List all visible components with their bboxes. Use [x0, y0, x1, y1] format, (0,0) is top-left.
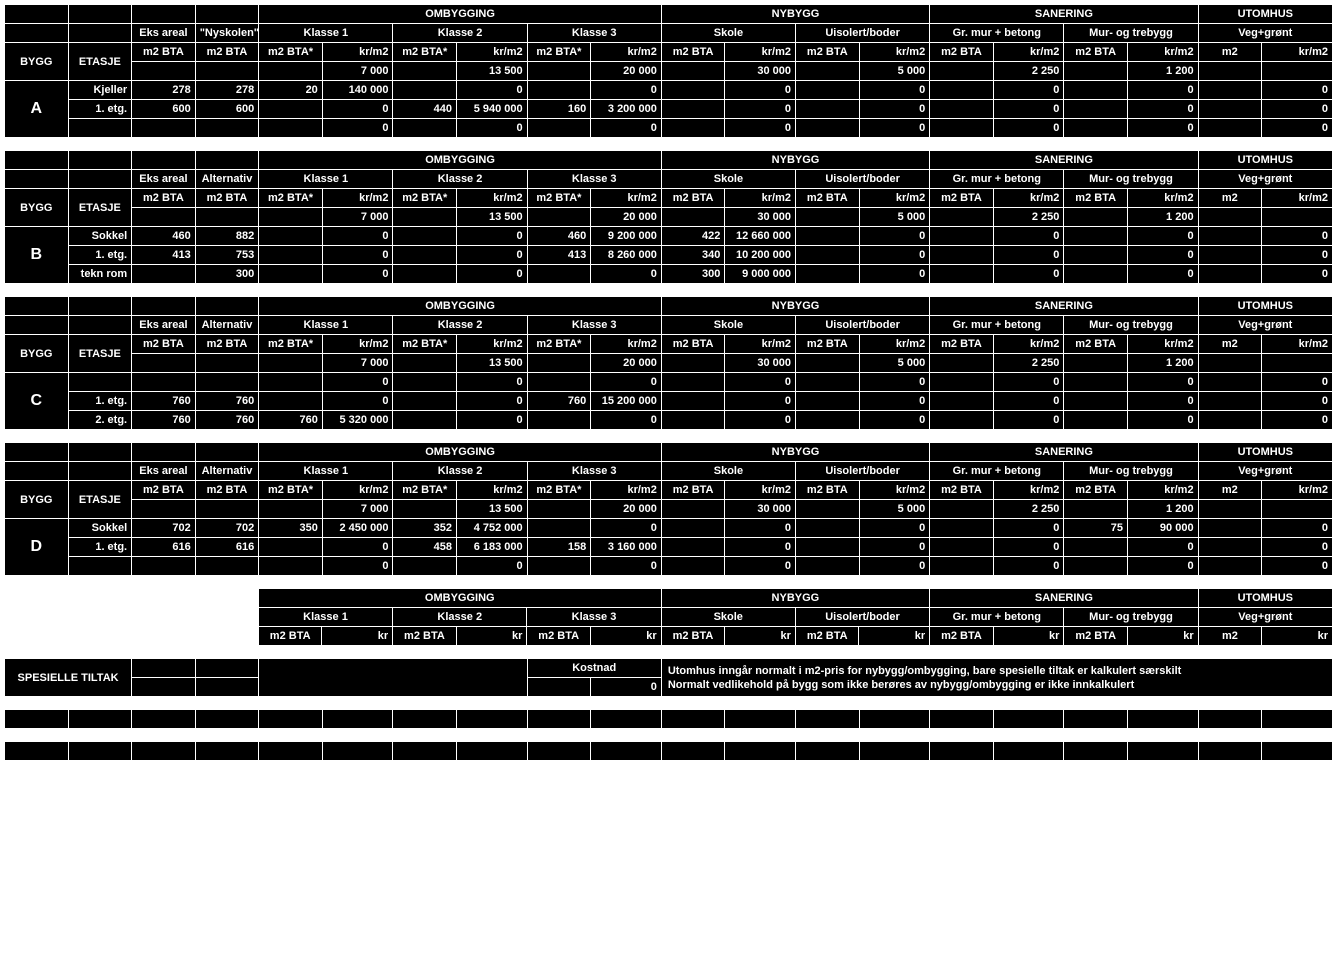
cost-block: OMBYGGINGNYBYGGSANERINGUTOMHUSEks arealA…: [4, 442, 1333, 576]
cost-block: OMBYGGINGNYBYGGSANERINGUTOMHUSEks arealA…: [4, 150, 1333, 284]
empty-bar: [4, 709, 1333, 729]
cost-block: OMBYGGINGNYBYGGSANERINGUTOMHUSEks arealA…: [4, 296, 1333, 430]
summary-block: OMBYGGINGNYBYGGSANERINGUTOMHUSKlasse 1Kl…: [4, 588, 1333, 646]
empty-bar: [4, 741, 1333, 761]
cost-block: OMBYGGINGNYBYGGSANERINGUTOMHUSEks areal"…: [4, 4, 1333, 138]
spesielle-tiltak: SPESIELLE TILTAKKostnadUtomhus inngår no…: [4, 658, 1333, 697]
notes: Utomhus inngår normalt i m2-pris for nyb…: [661, 659, 1332, 697]
